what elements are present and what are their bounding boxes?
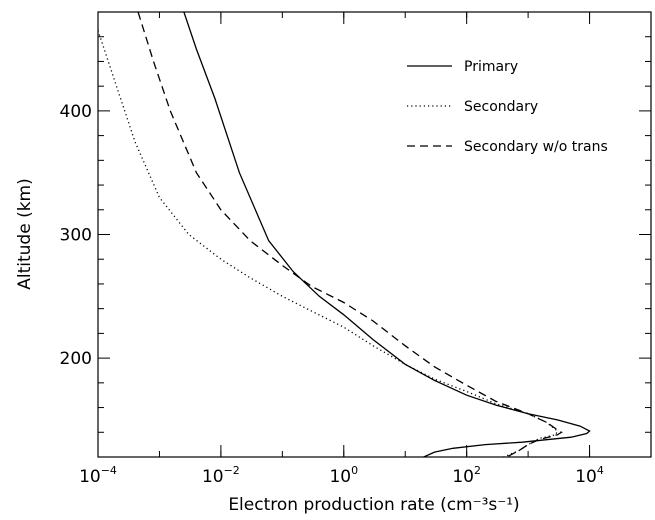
legend-label-1: Secondary: [464, 99, 538, 115]
x-tick-base: 10: [329, 467, 351, 487]
series-line-0: [183, 12, 591, 457]
x-tick-label: 10−4: [79, 464, 117, 487]
y-tick-label: 300: [60, 226, 92, 246]
legend-label-2: Secondary w/o trans: [464, 139, 608, 155]
x-tick-exponent: −4: [101, 464, 117, 477]
y-axis-title: Altitude (km): [15, 178, 35, 290]
x-tick-exponent: −2: [224, 464, 240, 477]
x-tick-label: 102: [452, 464, 481, 487]
legend: Primary Secondary Secondary w/o trans: [407, 59, 608, 155]
x-tick-label: 100: [329, 464, 358, 487]
x-tick-exponent: 0: [351, 464, 358, 477]
x-tick-label: 10−2: [202, 464, 240, 487]
series-line-1: [98, 30, 559, 457]
x-tick-base: 10: [79, 467, 101, 487]
x-tick-label: 104: [575, 464, 604, 487]
curves: [98, 12, 591, 457]
x-tick-base: 10: [202, 467, 224, 487]
series-line-2: [137, 12, 563, 457]
x-tick-base: 10: [452, 467, 474, 487]
x-axis-title: Electron production rate (cm⁻³s⁻¹): [228, 495, 519, 515]
x-tick-exponent: 4: [597, 464, 604, 477]
y-tick-label: 400: [60, 102, 92, 122]
plot-frame: [97, 11, 652, 458]
x-tick-exponent: 2: [474, 464, 481, 477]
legend-label-0: Primary: [464, 59, 518, 75]
y-tick-label: 200: [60, 349, 92, 369]
x-tick-base: 10: [575, 467, 597, 487]
